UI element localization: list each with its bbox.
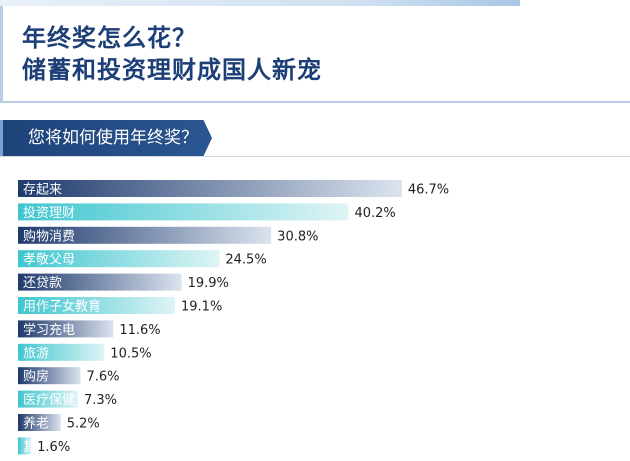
category-label: 旅游	[23, 346, 49, 361]
question-banner	[0, 120, 212, 156]
bar	[18, 390, 79, 408]
bar	[18, 437, 32, 455]
value-label: 1.6%	[37, 440, 70, 455]
category-label: 其他	[23, 440, 49, 455]
bars-group: 存起来 46.7% 投资理财 40.2% 购物消费 30.8% 孝敬父母 24.5% 还贷款 19…	[18, 180, 449, 455]
bar	[18, 297, 176, 314]
value-label: 7.6%	[86, 370, 119, 385]
page-title: 年终奖怎么花？ 储蓄和投资理财成国人新宠	[22, 22, 322, 86]
bar	[18, 250, 220, 268]
bar	[18, 343, 105, 361]
top-decorative-rule	[0, 0, 520, 6]
bar-chart: 存起来 46.7% 投资理财 40.2% 购物消费 30.8% 孝敬父母 24.5% 还贷款 19…	[18, 180, 449, 455]
bar	[18, 203, 349, 221]
category-label: 购房	[23, 369, 49, 385]
bar	[18, 320, 114, 338]
category-label: 购物消费	[23, 228, 75, 244]
value-label: 30.8%	[277, 229, 318, 244]
category-label: 医疗保健	[23, 393, 75, 408]
value-label: 46.7%	[408, 183, 449, 198]
value-label: 24.5%	[225, 253, 266, 268]
question-divider	[0, 156, 630, 157]
value-label: 5.2%	[67, 417, 100, 432]
value-label: 11.6%	[119, 323, 160, 338]
category-label: 存起来	[23, 183, 62, 198]
category-label: 还贷款	[23, 276, 62, 291]
category-label: 学习充电	[23, 322, 75, 338]
title-line-1: 年终奖怎么花？	[22, 24, 197, 52]
value-label: 19.9%	[188, 276, 229, 291]
bar	[18, 414, 61, 431]
category-label: 投资理财	[23, 205, 75, 221]
category-label: 孝敬父母	[23, 252, 75, 268]
title-line-2: 储蓄和投资理财成国人新宠	[22, 56, 322, 84]
value-label: 10.5%	[110, 346, 151, 361]
value-label: 19.1%	[181, 300, 222, 315]
category-label: 用作子女教育	[23, 299, 101, 315]
bar	[18, 180, 402, 197]
bar	[18, 226, 272, 244]
header-left-accent	[0, 6, 3, 102]
category-label: 养老	[23, 416, 49, 432]
header-divider	[0, 101, 630, 103]
question-text: 您将如何使用年终奖？	[28, 128, 198, 148]
value-label: 7.3%	[84, 393, 117, 408]
question-banner-accent	[0, 120, 3, 156]
bar	[18, 273, 182, 291]
bar	[18, 367, 81, 385]
value-label: 40.2%	[354, 206, 395, 221]
